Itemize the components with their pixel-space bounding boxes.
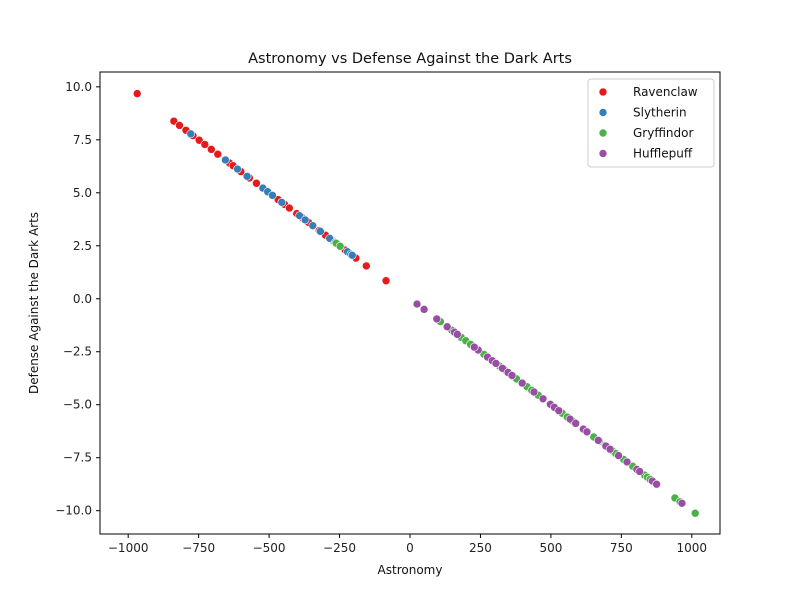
x-tick-label: −750 xyxy=(182,541,215,555)
x-tick-label: 1000 xyxy=(677,541,708,555)
x-tick-label: 250 xyxy=(469,541,492,555)
legend-label: Ravenclaw xyxy=(633,85,698,99)
x-axis: −1000 −750 −500 −250 0 250 500 750 1000 xyxy=(108,534,707,555)
data-point-hufflepuff xyxy=(582,427,592,437)
data-point-slytherin xyxy=(316,227,325,236)
y-tick-label: 10.0 xyxy=(65,80,92,94)
data-point-ravenclaw xyxy=(207,145,216,154)
data-point-hufflepuff xyxy=(442,322,452,332)
data-point-slytherin xyxy=(186,129,196,139)
data-point-ravenclaw xyxy=(285,203,294,213)
y-tick-label: −5.0 xyxy=(63,398,92,412)
data-point-hufflepuff xyxy=(469,342,479,352)
y-tick-label: 0.0 xyxy=(73,292,92,306)
legend-label: Gryffindor xyxy=(633,126,694,140)
data-point-hufflepuff xyxy=(652,479,661,489)
x-axis-label: Astronomy xyxy=(378,563,443,577)
data-point-gryffindor xyxy=(335,241,345,251)
legend-marker xyxy=(598,149,608,158)
data-point-slytherin xyxy=(268,191,277,200)
chart-title: Astronomy vs Defense Against the Dark Ar… xyxy=(248,51,572,67)
y-tick-label: 5.0 xyxy=(73,186,92,200)
data-point-hufflepuff xyxy=(614,451,623,460)
data-point-hufflepuff xyxy=(517,378,527,388)
x-tick-label: −1000 xyxy=(108,541,149,555)
legend-marker xyxy=(598,87,608,97)
plot-area xyxy=(132,89,700,518)
data-point-ravenclaw xyxy=(252,178,261,188)
data-point-slytherin xyxy=(242,171,252,181)
data-point-ravenclaw xyxy=(132,89,142,98)
data-point-hufflepuff xyxy=(432,314,442,324)
data-point-slytherin xyxy=(300,215,310,225)
legend: Ravenclaw Slytherin Gryffindor Hufflepuff xyxy=(587,78,715,168)
legend-box xyxy=(587,78,715,168)
data-point-hufflepuff xyxy=(622,457,632,467)
data-point-ravenclaw xyxy=(213,149,223,159)
data-point-hufflepuff xyxy=(453,330,462,339)
data-point-hufflepuff xyxy=(554,406,564,415)
data-point-hufflepuff xyxy=(635,467,644,476)
data-point-hufflepuff xyxy=(538,394,548,404)
data-point-gryffindor xyxy=(690,508,700,518)
data-point-hufflepuff xyxy=(412,299,422,309)
data-point-slytherin xyxy=(277,198,287,207)
data-point-hufflepuff xyxy=(529,387,539,397)
y-tick-label: 2.5 xyxy=(73,239,92,253)
data-point-hufflepuff xyxy=(419,305,429,314)
data-point-hufflepuff xyxy=(593,436,603,445)
data-point-hufflepuff xyxy=(605,444,615,454)
data-point-ravenclaw xyxy=(381,276,391,286)
y-tick-label: −2.5 xyxy=(63,345,92,359)
data-point-ravenclaw xyxy=(362,261,371,271)
legend-label: Slytherin xyxy=(633,106,687,120)
x-tick-label: −250 xyxy=(323,541,356,555)
y-axis: −10.0 −7.5 −5.0 −2.5 0.0 2.5 5.0 7.5 10.0 xyxy=(55,80,100,518)
data-point-hufflepuff xyxy=(507,371,517,380)
y-tick-label: −7.5 xyxy=(63,451,92,465)
x-tick-label: 500 xyxy=(539,541,562,555)
x-tick-label: 750 xyxy=(610,541,633,555)
y-tick-label: 7.5 xyxy=(73,133,92,147)
data-point-ravenclaw xyxy=(200,140,210,149)
data-point-hufflepuff xyxy=(491,359,501,368)
data-point-ravenclaw xyxy=(175,121,184,130)
data-point-hufflepuff xyxy=(571,419,581,428)
data-point-slytherin xyxy=(347,251,357,260)
data-point-hufflepuff xyxy=(677,498,687,508)
legend-label: Hufflepuff xyxy=(633,147,693,161)
y-axis-label: Defense Against the Dark Arts xyxy=(27,212,41,394)
legend-marker xyxy=(598,108,608,117)
legend-marker xyxy=(598,128,608,138)
data-point-slytherin xyxy=(221,155,230,165)
y-tick-label: −10.0 xyxy=(55,504,92,518)
x-tick-label: −500 xyxy=(253,541,286,555)
data-point-slytherin xyxy=(308,221,318,230)
data-point-slytherin xyxy=(233,164,242,174)
x-tick-label: 0 xyxy=(406,541,414,555)
